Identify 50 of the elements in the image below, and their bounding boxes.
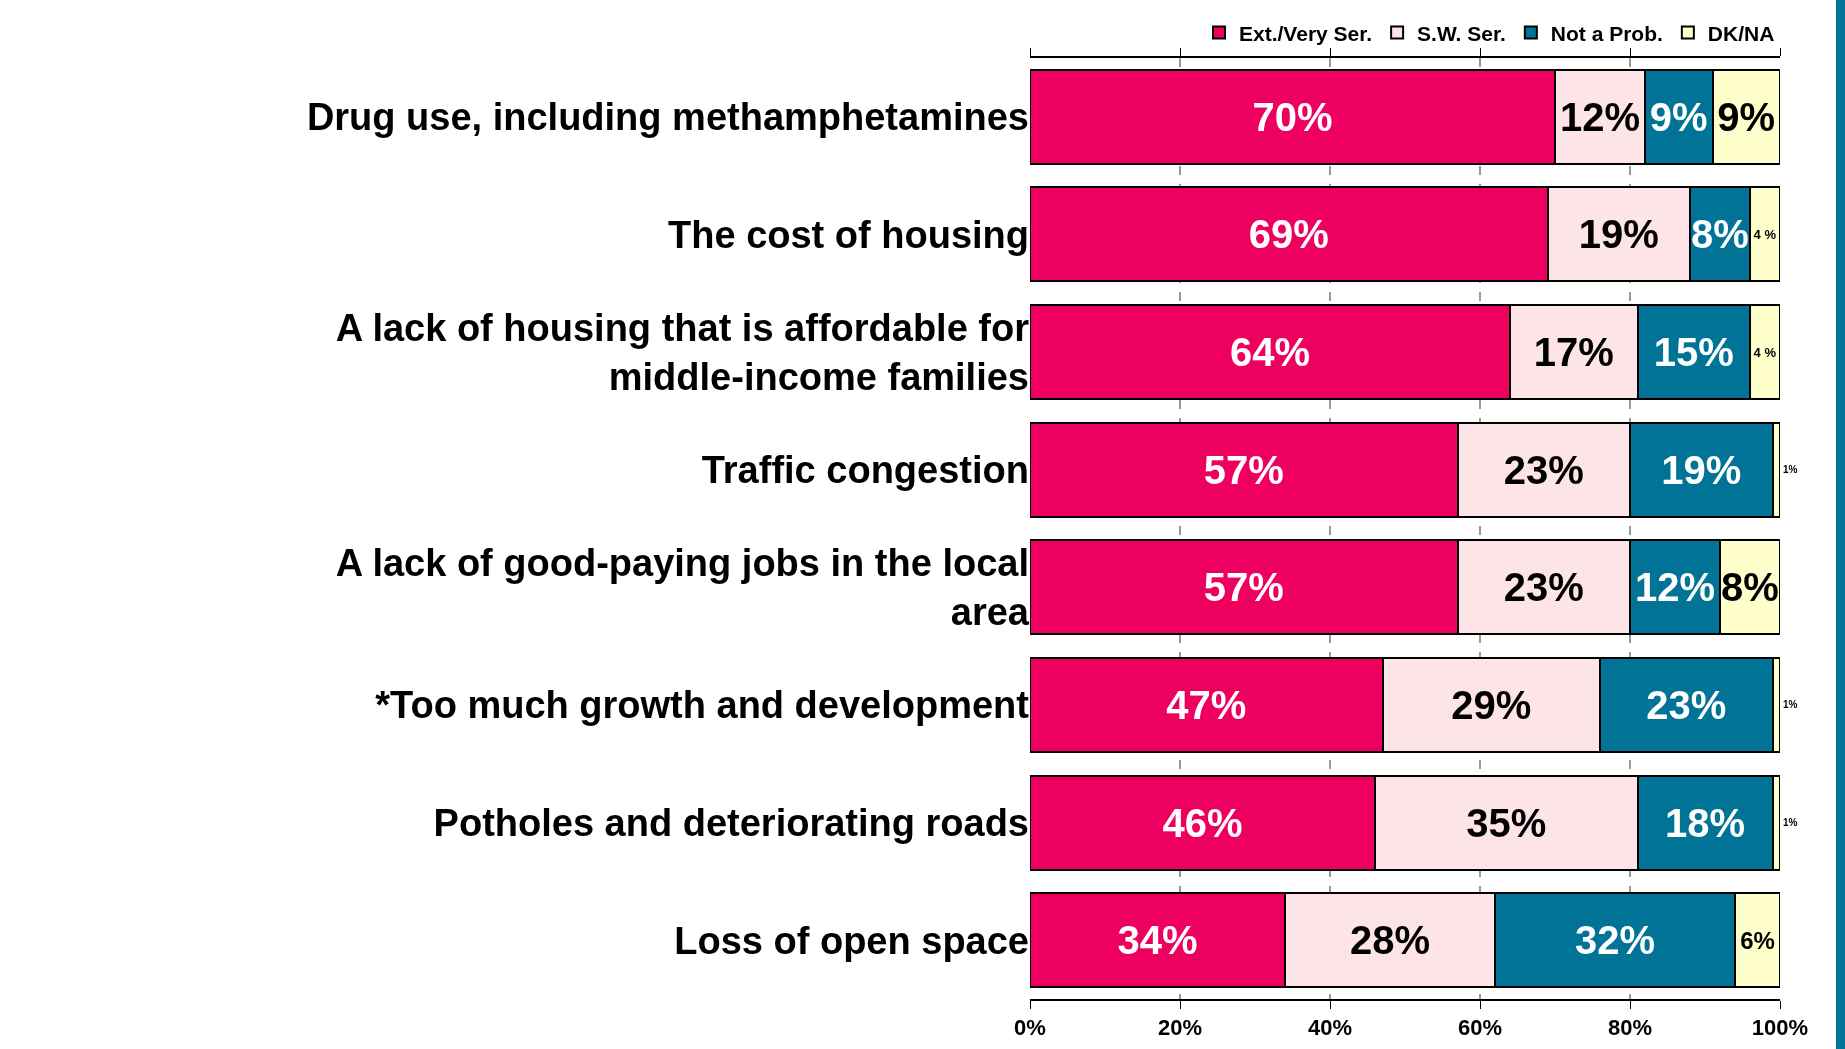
y-tick-label: Traffic congestion [701, 448, 1029, 491]
data-label: 8% [1721, 565, 1779, 610]
data-label: 64% [1229, 330, 1311, 375]
y-tick-label: Drug use, including methamphetamines [306, 96, 1029, 139]
y-tick-label: A lack of good-paying jobs in the local area [335, 541, 1030, 634]
legend-label: S.W. Ser. [1417, 21, 1506, 45]
x-tick-label: 60% [1457, 1015, 1503, 1041]
legend-label: Not a Prob. [1550, 21, 1663, 45]
data-label: 46% [1162, 800, 1243, 845]
data-label: 23% [1503, 565, 1584, 610]
data-label: 1% [1783, 464, 1798, 476]
data-label: 19% [1661, 447, 1742, 492]
data-label: 28% [1349, 918, 1431, 963]
data-label: 9% [1717, 94, 1776, 139]
x-tick-label: 100% [1751, 1015, 1809, 1041]
data-label: 23% [1503, 447, 1584, 492]
data-label: 12% [1634, 565, 1716, 610]
legend-label: Ext./Very Ser. [1239, 21, 1373, 45]
legend-label: DK/NA [1707, 21, 1775, 45]
x-tick-label: 0% [1014, 1015, 1046, 1041]
y-tick-label: *Too much growth and development [375, 684, 1030, 727]
y-tick-label: Potholes and deteriorating roads [433, 801, 1029, 844]
data-label: 8% [1691, 212, 1749, 257]
data-label: 57% [1203, 447, 1284, 492]
data-label: 15% [1653, 330, 1734, 375]
data-label: 4 % [1753, 226, 1777, 242]
data-label: 1% [1783, 817, 1798, 829]
y-tick-label: A lack of housing that is affordable for middle-income families [335, 306, 1030, 399]
data-label: 12% [1559, 94, 1641, 139]
y-tick-label: Loss of open space [674, 919, 1029, 962]
data-label: 70% [1252, 94, 1333, 139]
data-label: 9% [1649, 94, 1708, 139]
data-label: 35% [1466, 800, 1547, 845]
x-tick-label: 20% [1157, 1015, 1203, 1041]
data-label: 6% [1740, 926, 1775, 954]
data-label: 34% [1117, 918, 1198, 963]
data-label: 1% [1783, 699, 1798, 711]
data-label: 32% [1574, 918, 1656, 963]
data-label: 23% [1646, 682, 1727, 727]
data-label: 18% [1664, 800, 1746, 845]
data-label: 4 % [1753, 344, 1777, 360]
y-tick-label: The cost of housing [668, 213, 1029, 256]
x-tick-label: 80% [1607, 1015, 1653, 1041]
data-label: 17% [1533, 330, 1614, 375]
data-label: 47% [1166, 682, 1247, 727]
data-label: 29% [1451, 682, 1532, 727]
data-label: 19% [1578, 212, 1659, 257]
x-tick-label: 40% [1307, 1015, 1353, 1041]
data-label: 57% [1203, 565, 1284, 610]
data-label: 69% [1248, 212, 1329, 257]
